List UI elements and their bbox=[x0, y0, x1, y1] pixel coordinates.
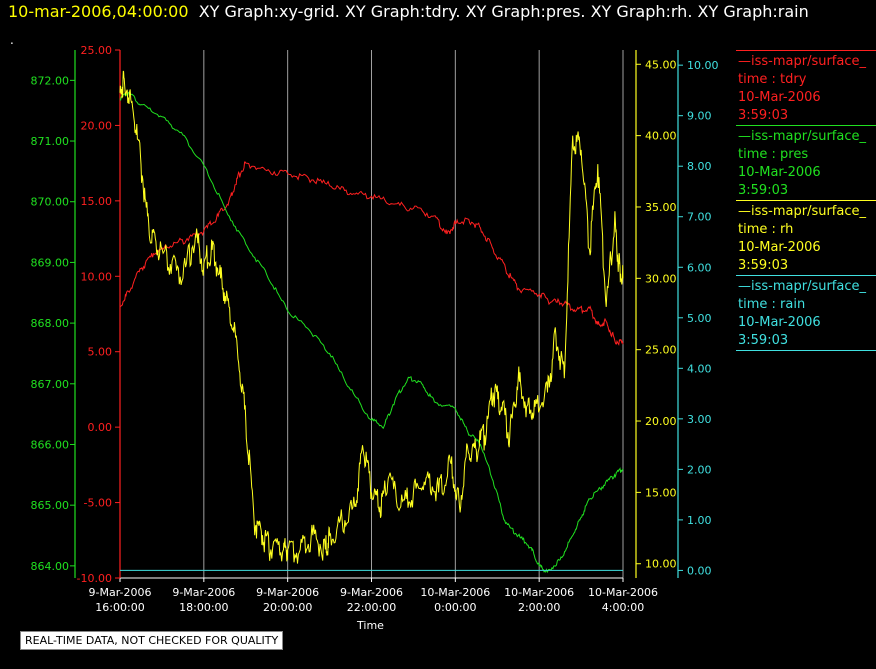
rh-axis-tick-label: 25.00 bbox=[645, 344, 677, 357]
rh-axis-tick-label: 30.00 bbox=[645, 272, 677, 285]
tdry-axis-tick-label: 15.00 bbox=[81, 195, 113, 208]
rain-axis-tick-label: 1.00 bbox=[687, 514, 712, 527]
series-line-rh bbox=[119, 70, 624, 564]
rain-axis-tick-label: 0.00 bbox=[687, 564, 712, 577]
legend-source: —iss-mapr/surface_ bbox=[738, 54, 867, 69]
tdry-axis-tick-label: 0.00 bbox=[88, 421, 113, 434]
x-axis-label: Time bbox=[356, 619, 384, 632]
quality-notice: REAL-TIME DATA, NOT CHECKED FOR QUALITY bbox=[20, 631, 284, 650]
x-tick-label-time: 18:00:00 bbox=[179, 601, 228, 614]
x-tick-label-time: 16:00:00 bbox=[95, 601, 144, 614]
rh-axis-tick-label: 15.00 bbox=[645, 486, 677, 499]
rh-axis-tick-label: 40.00 bbox=[645, 130, 677, 143]
x-tick-label-date: 9-Mar-2006 bbox=[340, 586, 403, 599]
legend-source: —iss-mapr/surface_ bbox=[738, 279, 867, 294]
tdry-axis-tick-label: 20.00 bbox=[81, 119, 113, 132]
rain-axis-tick-label: 5.00 bbox=[687, 312, 712, 325]
x-tick-label-date: 9-Mar-2006 bbox=[89, 586, 152, 599]
rain-axis-tick-label: 9.00 bbox=[687, 110, 712, 123]
legend-bottom-rule bbox=[736, 350, 876, 351]
legend-date: 10-Mar-2006 bbox=[738, 315, 821, 330]
legend-entry: —iss-mapr/surface_time : rh 10-Mar-2006 3:… bbox=[736, 200, 876, 275]
series-line-tdry bbox=[119, 161, 624, 346]
rain-axis-tick-label: 7.00 bbox=[687, 211, 712, 224]
x-tick-label-time: 22:00:00 bbox=[347, 601, 396, 614]
pres-axis-tick-label: 867.00 bbox=[31, 378, 70, 391]
legend-label: time : tdry bbox=[738, 72, 807, 87]
x-tick-label-time: 4:00:00 bbox=[602, 601, 644, 614]
pres-axis-tick-label: 864.00 bbox=[31, 560, 70, 573]
pres-axis-tick-label: 868.00 bbox=[31, 317, 70, 330]
rh-axis-tick-label: 10.00 bbox=[645, 558, 677, 571]
legend-time: 3:59:03 bbox=[738, 258, 789, 273]
legend: —iss-mapr/surface_ time : tdry 10-Mar-2006… bbox=[736, 50, 876, 351]
tdry-axis-tick-label: -5.00 bbox=[84, 497, 112, 510]
tdry-axis-tick-label: 5.00 bbox=[88, 346, 113, 359]
x-tick-label-time: 0:00:00 bbox=[434, 601, 476, 614]
x-tick-label-date: 10-Mar-2006 bbox=[504, 586, 574, 599]
rain-axis-tick-label: 4.00 bbox=[687, 362, 712, 375]
legend-entry: —iss-mapr/surface_time : tdry 10-Mar-2006… bbox=[736, 50, 876, 125]
pres-axis-tick-label: 872.00 bbox=[31, 74, 70, 87]
legend-label: time : rain bbox=[738, 297, 806, 312]
pres-axis-tick-label: 866.00 bbox=[31, 438, 70, 451]
x-tick-label-time: 20:00:00 bbox=[263, 601, 312, 614]
rain-axis-tick-label: 2.00 bbox=[687, 463, 712, 476]
rh-axis-tick-label: 35.00 bbox=[645, 201, 677, 214]
rain-axis-tick-label: 6.00 bbox=[687, 261, 712, 274]
title-timestamp: 10-mar-2006,04:00:00 bbox=[8, 2, 189, 21]
legend-source: —iss-mapr/surface_ bbox=[738, 129, 867, 144]
legend-label: time : rh bbox=[738, 222, 794, 237]
x-tick-label-date: 10-Mar-2006 bbox=[588, 586, 658, 599]
legend-label: time : pres bbox=[738, 147, 809, 162]
rain-axis-tick-label: 3.00 bbox=[687, 413, 712, 426]
rh-axis-tick-label: 45.00 bbox=[645, 58, 677, 71]
rain-axis-tick-label: 8.00 bbox=[687, 160, 712, 173]
pres-axis-tick-label: 865.00 bbox=[31, 499, 70, 512]
title-graph-list: XY Graph:xy-grid. XY Graph:tdry. XY Grap… bbox=[198, 2, 809, 21]
x-tick-label-date: 10-Mar-2006 bbox=[420, 586, 490, 599]
legend-time: 3:59:03 bbox=[738, 333, 789, 348]
x-tick-label-time: 2:00:00 bbox=[518, 601, 560, 614]
rh-axis-tick-label: 20.00 bbox=[645, 415, 677, 428]
window-title: 10-mar-2006,04:00:00 XY Graph:xy-grid. X… bbox=[8, 2, 809, 21]
legend-time: 3:59:03 bbox=[738, 183, 789, 198]
pres-axis-tick-label: 869.00 bbox=[31, 256, 70, 269]
x-tick-label-date: 9-Mar-2006 bbox=[256, 586, 319, 599]
rain-axis-tick-label: 10.00 bbox=[687, 59, 719, 72]
tdry-axis-tick-label: 10.00 bbox=[81, 270, 113, 283]
legend-entry: —iss-mapr/surface_time : rain 10-Mar-2006… bbox=[736, 275, 876, 350]
series-line-pres bbox=[119, 91, 624, 574]
legend-date: 10-Mar-2006 bbox=[738, 240, 821, 255]
status-dot: . bbox=[10, 33, 14, 47]
legend-date: 10-Mar-2006 bbox=[738, 90, 821, 105]
tdry-axis-tick-label: -10.00 bbox=[77, 572, 112, 585]
pres-axis-tick-label: 870.00 bbox=[31, 196, 70, 209]
legend-time: 3:59:03 bbox=[738, 108, 789, 123]
legend-date: 10-Mar-2006 bbox=[738, 165, 821, 180]
tdry-axis-tick-label: 25.00 bbox=[81, 44, 113, 57]
legend-source: —iss-mapr/surface_ bbox=[738, 204, 867, 219]
x-tick-label-date: 9-Mar-2006 bbox=[172, 586, 235, 599]
legend-entry: —iss-mapr/surface_time : pres 10-Mar-2006… bbox=[736, 125, 876, 200]
pres-axis-tick-label: 871.00 bbox=[31, 135, 70, 148]
